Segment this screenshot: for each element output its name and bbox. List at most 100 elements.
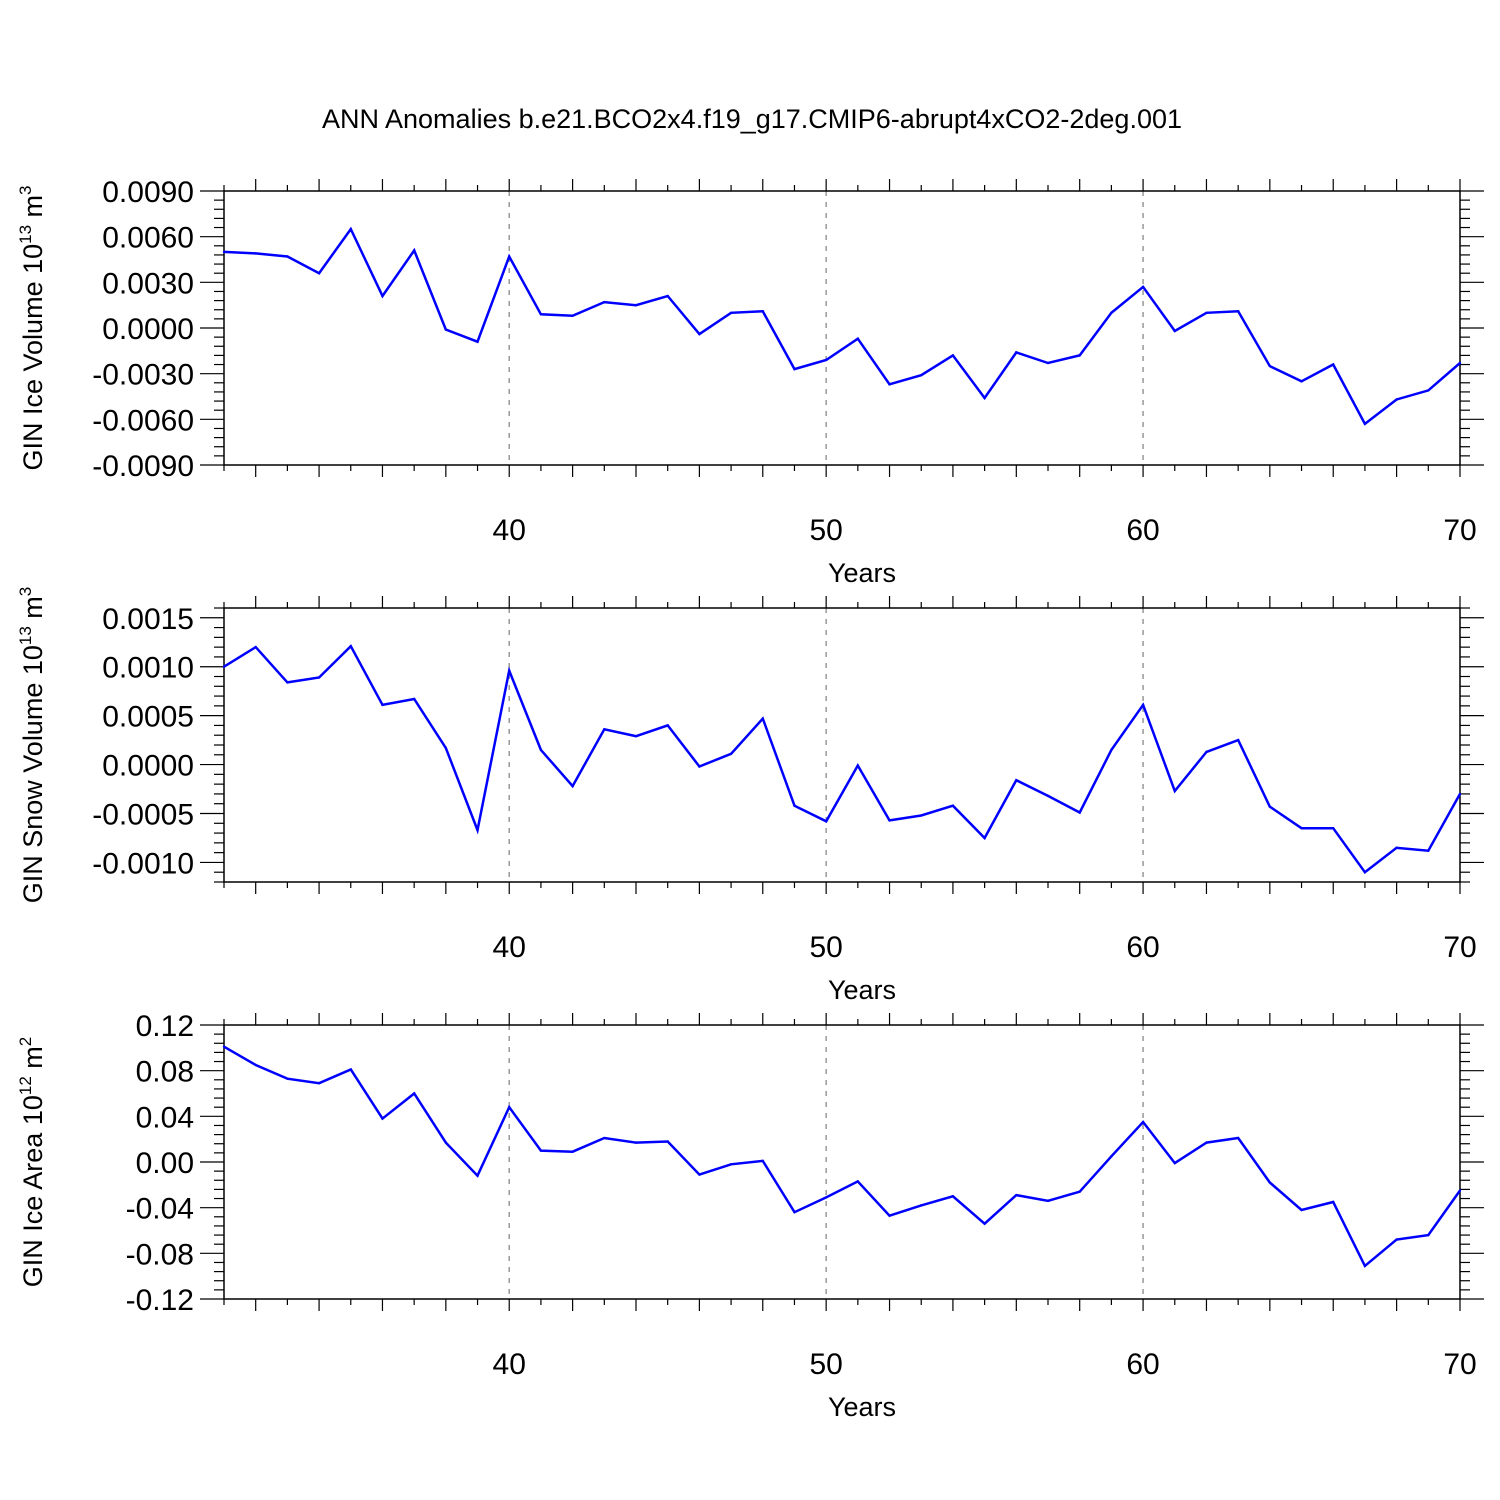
- data-point: [1110, 311, 1113, 314]
- data-point: [254, 252, 257, 255]
- data-point: [571, 314, 574, 318]
- data-point: [1363, 1264, 1367, 1268]
- x-axis-label: Years: [828, 1392, 896, 1422]
- x-tick-label: 60: [1126, 1348, 1159, 1381]
- data-point: [888, 1214, 891, 1217]
- data-point: [1046, 794, 1050, 798]
- y-tick-label: 0.0000: [102, 313, 194, 346]
- plot-frame: [223, 607, 1461, 883]
- data-point: [1332, 826, 1335, 830]
- data-point: [1300, 380, 1303, 383]
- data-point: [476, 340, 479, 343]
- series-line: [223, 644, 1462, 874]
- data-point: [444, 328, 448, 331]
- data-point: [539, 313, 543, 316]
- x-tick-label: 50: [809, 514, 842, 547]
- data-point: [1300, 1208, 1303, 1212]
- data-point: [412, 249, 416, 252]
- data-point: [286, 1077, 289, 1080]
- data-point: [856, 1180, 860, 1183]
- y-tick-label: 0.04: [136, 1101, 194, 1134]
- data-point: [983, 836, 986, 840]
- data-point: [888, 383, 891, 386]
- x-tick-label: 40: [493, 1348, 526, 1381]
- data-point: [317, 1082, 321, 1085]
- data-point: [1015, 779, 1018, 782]
- data-point: [508, 255, 511, 258]
- data-point: [1236, 1136, 1240, 1140]
- data-point: [983, 396, 986, 400]
- data-point: [888, 819, 891, 822]
- series-line: [223, 1045, 1462, 1268]
- data-point: [1141, 1120, 1145, 1124]
- data-point: [381, 703, 384, 707]
- data-point: [824, 820, 828, 823]
- y-tick-label: 0.0005: [102, 701, 194, 734]
- data-point: [666, 294, 669, 298]
- y-axis-label: GIN Snow Volume 1013 m3: [16, 587, 48, 904]
- data-point: [476, 1174, 479, 1177]
- data-point: [286, 681, 289, 684]
- data-point: [729, 311, 733, 314]
- data-point: [666, 1140, 669, 1143]
- y-tick-label: 0.0030: [102, 267, 194, 300]
- data-point: [412, 1092, 416, 1095]
- data-point: [761, 1159, 764, 1163]
- data-point: [349, 1068, 352, 1071]
- data-point: [1173, 329, 1176, 333]
- data-point: [1078, 811, 1081, 814]
- data-point: [983, 1222, 986, 1225]
- data-point: [539, 748, 543, 752]
- data-point: [1268, 1181, 1272, 1184]
- data-point: [1078, 1190, 1081, 1193]
- data-point: [1268, 805, 1272, 808]
- panel-1: 0.0090 0.0060 0.0030 0.0000 -0.0030 -0.0060 -0…: [16, 176, 1484, 588]
- data-point: [603, 1136, 606, 1140]
- data-point: [1395, 398, 1398, 401]
- data-point: [1110, 748, 1113, 752]
- data-point: [951, 1195, 955, 1198]
- data-point: [412, 697, 416, 701]
- data-point: [1110, 1155, 1113, 1158]
- y-tick-label: 0.0060: [102, 222, 194, 255]
- y-tick-label: -0.0030: [92, 359, 194, 392]
- y-tick-label: 0.0090: [102, 176, 194, 209]
- data-point: [1458, 361, 1462, 365]
- y-tick-label: -0.08: [126, 1238, 194, 1271]
- data-point: [222, 250, 226, 254]
- data-point: [951, 804, 955, 807]
- data-point: [856, 337, 860, 340]
- y-tick-label: 0.0000: [102, 750, 194, 783]
- data-point: [1268, 364, 1272, 368]
- data-point: [698, 765, 701, 768]
- data-point: [571, 784, 574, 788]
- data-point: [444, 746, 448, 750]
- data-point: [920, 1204, 923, 1207]
- data-point: [603, 300, 606, 304]
- data-point: [1458, 1189, 1462, 1192]
- x-tick-label: 40: [493, 514, 526, 547]
- x-tick-label: 60: [1126, 514, 1159, 547]
- data-point: [222, 1045, 226, 1048]
- y-tick-label: -0.0060: [92, 404, 194, 437]
- chart-title: ANN Anomalies b.e21.BCO2x4.f19_g17.CMIP6…: [322, 104, 1182, 134]
- data-point: [1427, 389, 1430, 392]
- data-point: [1458, 792, 1462, 796]
- y-tick-label: -0.12: [126, 1284, 194, 1317]
- data-point: [761, 310, 764, 313]
- data-point: [1141, 285, 1145, 289]
- data-point: [920, 373, 923, 377]
- data-point: [761, 717, 764, 720]
- data-point: [698, 332, 701, 336]
- data-point: [1205, 1141, 1208, 1144]
- data-point: [571, 1150, 574, 1153]
- y-tick-label: -0.0010: [92, 847, 194, 880]
- data-point: [1015, 351, 1018, 354]
- data-point: [1205, 311, 1208, 314]
- data-point: [381, 294, 384, 298]
- data-point: [1236, 738, 1240, 742]
- y-tick-label: 0.0015: [102, 603, 194, 636]
- data-point: [1236, 310, 1240, 313]
- data-point: [1046, 1199, 1050, 1203]
